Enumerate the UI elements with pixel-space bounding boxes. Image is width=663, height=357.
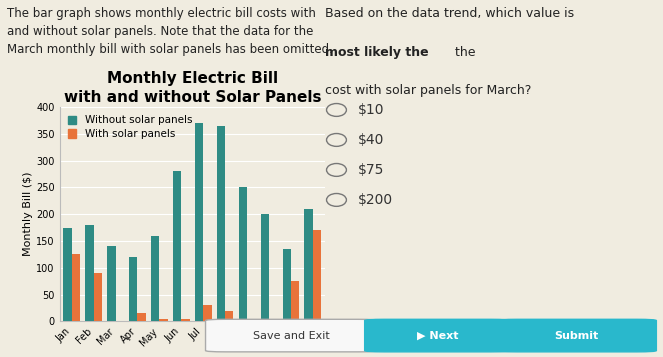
Bar — [239, 187, 247, 321]
FancyBboxPatch shape — [206, 319, 378, 352]
Bar — [93, 273, 102, 321]
Legend: Without solar panels, With solar panels: Without solar panels, With solar panels — [65, 112, 196, 142]
Bar — [86, 225, 93, 321]
Y-axis label: Monthly Bill ($): Monthly Bill ($) — [23, 172, 33, 256]
Text: the: the — [451, 46, 475, 59]
Bar — [269, 318, 277, 321]
Bar — [225, 311, 233, 321]
Bar — [151, 236, 159, 321]
Bar — [204, 305, 211, 321]
Text: $75: $75 — [358, 163, 385, 177]
Bar — [137, 313, 146, 321]
Bar — [181, 318, 190, 321]
Bar — [72, 254, 80, 321]
Text: The bar graph shows monthly electric bill costs with
and without solar panels. N: The bar graph shows monthly electric bil… — [7, 7, 333, 56]
Bar — [173, 171, 181, 321]
Bar — [313, 230, 321, 321]
Text: Submit: Submit — [555, 331, 599, 341]
Bar — [304, 209, 313, 321]
Text: cost with solar panels for March?: cost with solar panels for March? — [325, 84, 531, 97]
Bar — [291, 281, 299, 321]
Bar — [247, 318, 255, 321]
Text: $200: $200 — [358, 193, 393, 207]
Title: Monthly Electric Bill
with and without Solar Panels: Monthly Electric Bill with and without S… — [64, 71, 321, 105]
Bar — [217, 126, 225, 321]
Bar — [64, 228, 72, 321]
Bar — [282, 249, 291, 321]
Text: most likely the: most likely the — [325, 46, 428, 59]
FancyBboxPatch shape — [365, 319, 511, 352]
Text: ▶ Next: ▶ Next — [417, 331, 458, 341]
Text: Based on the data trend, which value is: Based on the data trend, which value is — [325, 7, 578, 20]
Bar — [159, 318, 168, 321]
Text: $40: $40 — [358, 133, 385, 147]
Text: Save and Exit: Save and Exit — [253, 331, 330, 341]
Bar — [195, 123, 204, 321]
Bar — [261, 214, 269, 321]
Text: $10: $10 — [358, 103, 385, 117]
FancyBboxPatch shape — [497, 319, 656, 352]
Bar — [107, 246, 115, 321]
Bar — [129, 257, 137, 321]
